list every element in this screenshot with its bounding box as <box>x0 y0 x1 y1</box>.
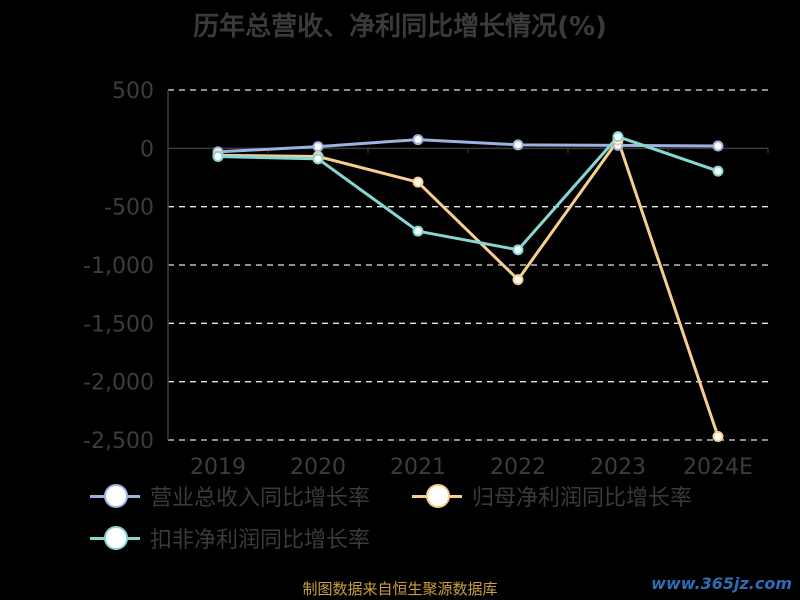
chart-title: 历年总营收、净利同比增长情况(%) <box>193 12 607 42</box>
x-tick-label: 2021 <box>390 455 446 480</box>
data-point-1 <box>512 139 524 151</box>
series-line-1 <box>217 138 719 154</box>
y-tick-label: -1,500 <box>83 312 154 337</box>
x-tick-label: 2024E <box>683 455 753 480</box>
legend-swatch <box>90 483 140 509</box>
data-point-3 <box>512 244 524 256</box>
legend-item-parent-net-profit[interactable]: 归母净利润同比增长率 <box>412 480 692 512</box>
data-point-3 <box>212 151 224 162</box>
data-source-note: 制图数据来自恒生聚源数据库 <box>302 580 498 598</box>
x-tick-label: 2022 <box>490 455 546 480</box>
legend-swatch <box>90 525 140 551</box>
data-point-1 <box>712 140 724 152</box>
y-tick-label: -2,000 <box>83 371 154 396</box>
legend-label: 归母净利润同比增长率 <box>472 486 693 511</box>
data-point-3 <box>712 165 724 177</box>
data-point-3 <box>412 225 424 237</box>
data-point-2 <box>512 274 524 286</box>
y-tick-label: 0 <box>140 137 154 162</box>
legend-item-deducted-net-profit[interactable]: 扣非净利润同比增长率 <box>90 522 370 554</box>
x-tick-label: 2023 <box>590 455 646 480</box>
grid-layer <box>168 89 768 441</box>
data-point-1 <box>312 141 324 153</box>
data-point-3 <box>312 153 324 165</box>
data-point-1 <box>412 134 424 146</box>
y-tick-label: -1,000 <box>83 254 154 279</box>
y-tick-label: 500 <box>112 79 154 104</box>
series-line-3 <box>217 135 719 252</box>
series-layer <box>212 131 724 442</box>
data-point-2 <box>712 431 724 442</box>
legend-label: 营业总收入同比增长率 <box>150 486 371 511</box>
data-point-2 <box>412 176 424 188</box>
y-tick-label: -500 <box>104 196 154 221</box>
axis-layer: 500 0 -500 -1,000 -1,500 -2,000 -2,500 2019 2020… <box>83 79 769 480</box>
x-tick-label: 2020 <box>290 455 346 480</box>
x-tick-label: 2019 <box>190 455 246 480</box>
data-point-3 <box>612 131 624 143</box>
legend-item-revenue[interactable]: 营业总收入同比增长率 <box>90 480 370 512</box>
series-line-2 <box>217 138 720 437</box>
y-tick-label: -2,500 <box>83 429 154 454</box>
watermark: www.365jz.com <box>651 574 792 593</box>
legend-label: 扣非净利润同比增长率 <box>150 528 371 553</box>
legend-swatch <box>412 483 462 509</box>
